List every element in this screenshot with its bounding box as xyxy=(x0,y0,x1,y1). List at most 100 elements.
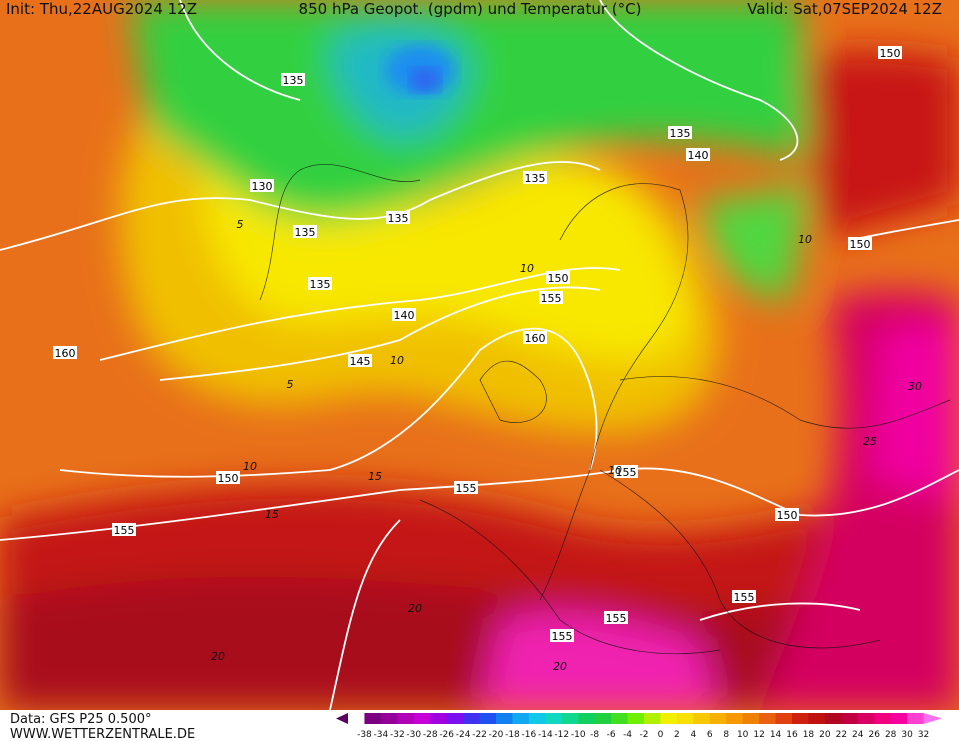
colorbar-swatch xyxy=(611,713,629,724)
contour-label: 135 xyxy=(388,212,409,225)
contour-label-box xyxy=(281,73,305,86)
colorbar-swatch xyxy=(726,713,744,724)
colorbar-swatch xyxy=(446,713,464,724)
contour-label: 135 xyxy=(310,278,331,291)
isotherm-label: 30 xyxy=(908,380,922,393)
isotherm-label: 10 xyxy=(608,464,622,477)
contour-label: 140 xyxy=(688,149,709,162)
colorbar-label: -22 xyxy=(472,730,487,740)
contour-label: 150 xyxy=(548,272,569,285)
colorbar-swatch xyxy=(397,713,415,724)
colorbar-label: 6 xyxy=(707,730,713,740)
colorbar-label: 0 xyxy=(658,730,664,740)
colorbar-label: 20 xyxy=(819,730,831,740)
map xyxy=(0,0,959,710)
contour-label: 135 xyxy=(525,172,546,185)
isotherm-label: 20 xyxy=(408,602,422,615)
contour-label-box xyxy=(53,346,77,359)
colorbar-swatch xyxy=(578,713,596,724)
colorbar-swatch xyxy=(594,713,612,724)
colorbar-swatch xyxy=(874,713,892,724)
colorbar-label: -8 xyxy=(590,730,599,740)
colorbar-label: -26 xyxy=(439,730,454,740)
contour-label: 155 xyxy=(616,466,637,479)
colorbar-swatch xyxy=(808,713,826,724)
contour-label-box xyxy=(348,354,372,367)
contour-label-box xyxy=(878,46,902,59)
colorbar-swatch xyxy=(528,713,546,724)
contour-label: 135 xyxy=(295,226,316,239)
map-title: 850 hPa Geopot. (gpdm) und Temperatur (°… xyxy=(299,0,642,18)
contour-label-box xyxy=(546,271,570,284)
colorbar-label: -28 xyxy=(423,730,438,740)
data-source: Data: GFS P25 0.500° xyxy=(10,712,152,727)
colorbar-label: 18 xyxy=(803,730,815,740)
contour-label: 135 xyxy=(283,74,304,87)
colorbar-label: -38 xyxy=(357,730,372,740)
contour-label-box xyxy=(216,471,240,484)
contour-label-box xyxy=(539,291,563,304)
colorbar-label: -20 xyxy=(489,730,504,740)
colorbar-swatch xyxy=(709,713,727,724)
contour-label: 160 xyxy=(525,332,546,345)
contour-label-box xyxy=(523,331,547,344)
contour-label: 135 xyxy=(670,127,691,140)
colorbar-end xyxy=(336,713,348,724)
colorbar-label: 10 xyxy=(737,730,749,740)
colorbar-label: -10 xyxy=(571,730,586,740)
contour-label-box xyxy=(308,277,332,290)
colorbar-label: 14 xyxy=(770,730,782,740)
colorbar-swatch xyxy=(413,713,431,724)
colorbar-swatch xyxy=(479,713,497,724)
contour-label-box xyxy=(848,237,872,250)
colorbar-label: 28 xyxy=(885,730,897,740)
colorbar-swatch xyxy=(496,713,513,724)
colorbar-swatch xyxy=(841,713,859,724)
colorbar-swatch xyxy=(775,713,793,724)
colorbar-swatch xyxy=(660,713,678,724)
contour-label: 150 xyxy=(218,472,239,485)
colorbar-label: 22 xyxy=(836,730,847,740)
colorbar-swatch xyxy=(430,713,448,724)
colorbar-label: 26 xyxy=(868,730,880,740)
isotherm-label: 5 xyxy=(237,218,244,231)
contour-label-box xyxy=(604,611,628,624)
contour-label-box xyxy=(293,225,317,238)
isotherm-label: 10 xyxy=(798,233,812,246)
colorbar-swatch xyxy=(857,713,875,724)
colorbar-swatch xyxy=(545,713,563,724)
init-time: Init: Thu,22AUG2024 12Z xyxy=(6,0,197,18)
contour-label: 150 xyxy=(850,238,871,251)
colorbar-swatch xyxy=(627,713,645,724)
colorbar-label: 32 xyxy=(918,730,929,740)
contour-label: 140 xyxy=(394,309,415,322)
colorbar-swatch xyxy=(644,713,661,724)
colorbar-end xyxy=(923,713,942,724)
colorbar-swatch xyxy=(907,713,925,724)
contour-label-box xyxy=(550,629,574,642)
contour-label: 155 xyxy=(541,292,562,305)
isotherm-label: 15 xyxy=(265,508,279,521)
colorbar-label: 12 xyxy=(753,730,764,740)
contour-label: 145 xyxy=(350,355,371,368)
colorbar-swatch xyxy=(759,713,777,724)
colorbar-label: 24 xyxy=(852,730,864,740)
colorbar-swatch xyxy=(380,713,398,724)
colorbar-swatch xyxy=(824,713,842,724)
contour-label: 130 xyxy=(252,180,273,193)
colorbar-label: -34 xyxy=(374,730,389,740)
isotherm-label: 10 xyxy=(243,460,257,473)
colorbar-swatch xyxy=(512,713,530,724)
colorbar: -38 -34 -32 -30 -28 -26 -24 -22 -20 -18 -16 -14 -12-… xyxy=(336,713,942,740)
colorbar-swatch xyxy=(676,713,694,724)
colorbar-label: -2 xyxy=(640,730,649,740)
contour-label: 155 xyxy=(734,591,755,604)
contour-label-box xyxy=(454,481,478,494)
isotherm-label: 20 xyxy=(553,660,567,673)
colorbar-label: -6 xyxy=(607,730,616,740)
colorbar-label: 2 xyxy=(674,730,680,740)
contour-label-box xyxy=(668,126,692,139)
contour-label: 155 xyxy=(114,524,135,537)
contour-label: 150 xyxy=(777,509,798,522)
isotherm-label: 20 xyxy=(211,650,225,663)
